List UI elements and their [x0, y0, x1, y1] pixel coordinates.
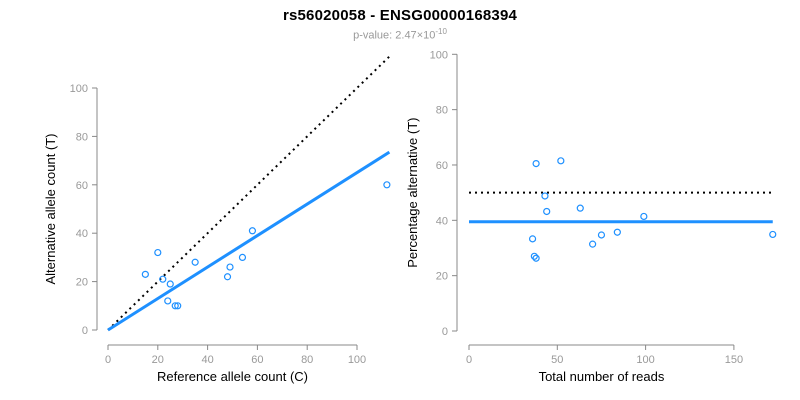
y-tick-label: 0: [82, 325, 88, 337]
scatter-allele-counts: 0 20 40 60 80 100 0 20 40 60 80 100 Reference allele…: [43, 54, 392, 384]
plot-subtitle: p-value: 2.47×10-10: [0, 27, 800, 42]
x-tick-label: 20: [152, 354, 164, 366]
y-tick-label: 0: [442, 326, 448, 338]
data-point: [769, 230, 777, 239]
data-point: [238, 253, 247, 261]
data-point: [159, 275, 167, 283]
data-point: [613, 228, 621, 236]
data-point: [154, 248, 162, 257]
data-point: [248, 227, 257, 235]
x-axis-title: Reference allele count (C): [157, 369, 308, 384]
x-axis-title: Total number of reads: [539, 369, 665, 384]
y-tick-label: 80: [436, 105, 448, 117]
x-tick-label: 60: [251, 354, 263, 366]
y-tick-label: 100: [430, 49, 448, 61]
pvalue-times-ten: ×10: [416, 29, 436, 42]
data-point: [557, 157, 565, 165]
data-point: [171, 302, 179, 310]
y-tick-label: 40: [436, 215, 448, 227]
x-tick-label: 100: [348, 354, 366, 366]
data-point: [174, 302, 182, 310]
data-point: [528, 235, 537, 243]
data-point: [543, 207, 551, 216]
pvalue-text: p-value: 2.47: [353, 29, 417, 42]
data-point: [576, 204, 584, 212]
x-tick-label: 0: [105, 354, 111, 366]
y-axis-title: Percentage alternative (T): [405, 118, 420, 268]
x-tick-label: 80: [301, 354, 313, 366]
scatter-percentage-reads: 0 50 100 150 0 20 40 60 80 100 Total number of rea…: [405, 49, 777, 384]
data-point: [226, 263, 234, 271]
identity-line-dotted: [107, 54, 392, 331]
data-point: [597, 231, 606, 239]
data-point: [532, 159, 540, 168]
x-tick-label: 0: [466, 354, 472, 366]
y-tick-label: 60: [76, 180, 88, 192]
plot-title: rs56020058 - ENSG00000168394: [282, 7, 518, 24]
x-tick-label: 40: [201, 354, 213, 366]
data-point: [166, 280, 174, 288]
y-tick-label: 100: [70, 83, 88, 95]
data-point: [541, 192, 549, 200]
data-point: [164, 297, 172, 305]
data-point: [589, 240, 597, 248]
x-tick-label: 150: [725, 354, 743, 366]
data-point: [640, 212, 648, 221]
y-tick-label: 20: [436, 271, 448, 283]
fit-line-solid: [107, 150, 391, 332]
x-tick-label: 50: [551, 354, 563, 366]
data-point: [383, 181, 391, 189]
y-tick-label: 20: [76, 277, 88, 289]
data-point: [191, 258, 199, 266]
y-tick-label: 80: [76, 131, 88, 143]
data-point: [141, 270, 149, 278]
data-point: [530, 252, 538, 260]
plot-header: rs56020058 - ENSG00000168394 p-value: 2.…: [0, 0, 800, 42]
x-tick-label: 100: [636, 354, 654, 366]
y-tick-label: 60: [436, 160, 448, 172]
y-tick-label: 40: [76, 228, 88, 240]
data-point: [532, 254, 540, 262]
pvalue-exponent: -10: [435, 27, 447, 36]
data-point: [223, 273, 232, 281]
y-axis-title: Alternative allele count (T): [43, 133, 58, 284]
